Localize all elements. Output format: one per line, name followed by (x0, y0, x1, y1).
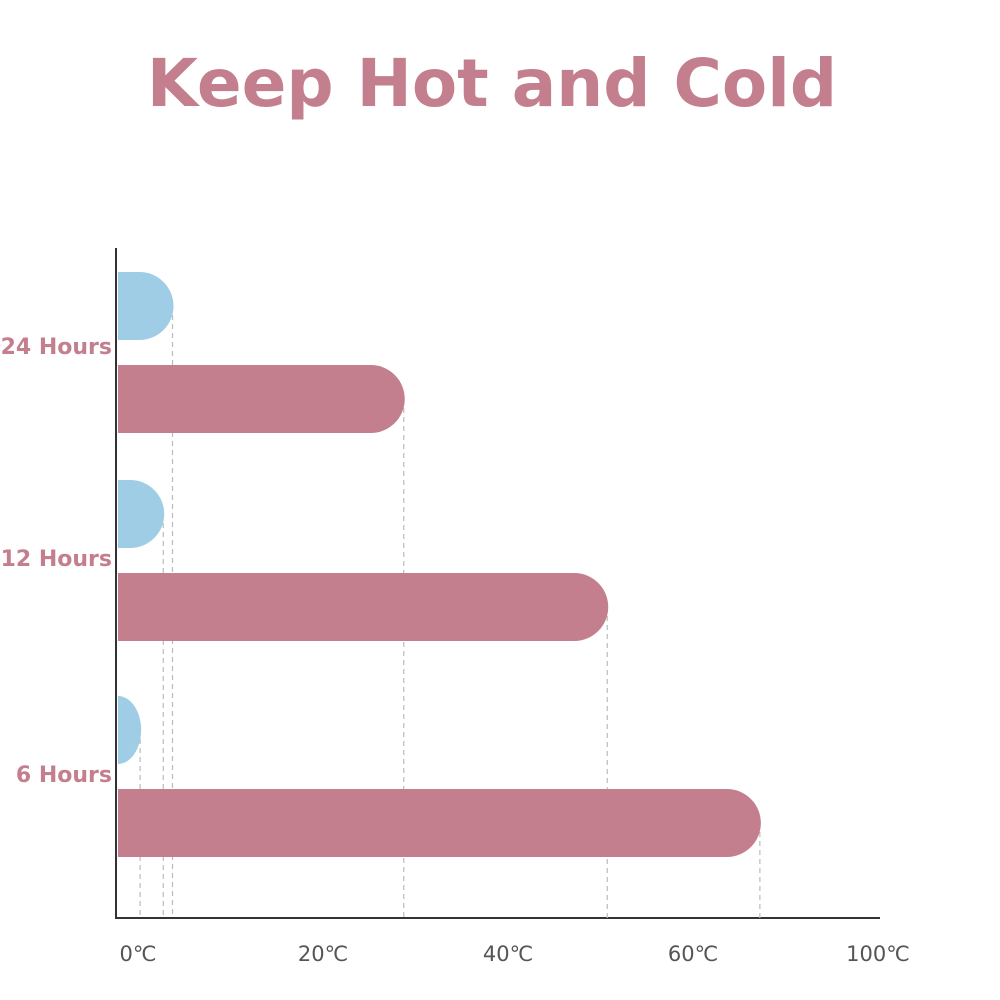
x-tick-label: 60℃ (668, 942, 718, 966)
bar (118, 696, 142, 764)
chart-title: Keep Hot and Cold (147, 45, 837, 122)
y-tick-label: 24 Hours (1, 335, 112, 360)
bar (118, 480, 165, 548)
x-tick-label: 20℃ (298, 942, 348, 966)
bar (118, 272, 174, 340)
y-tick-label: 12 Hours (1, 547, 112, 572)
y-tick-label: 6 Hours (16, 763, 112, 788)
x-tick-label: 0℃ (120, 942, 157, 966)
x-tick-label: 40℃ (483, 942, 533, 966)
bar (118, 365, 405, 433)
x-tick-label: 100℃ (846, 942, 910, 966)
bar (118, 789, 761, 857)
bar (118, 573, 609, 641)
